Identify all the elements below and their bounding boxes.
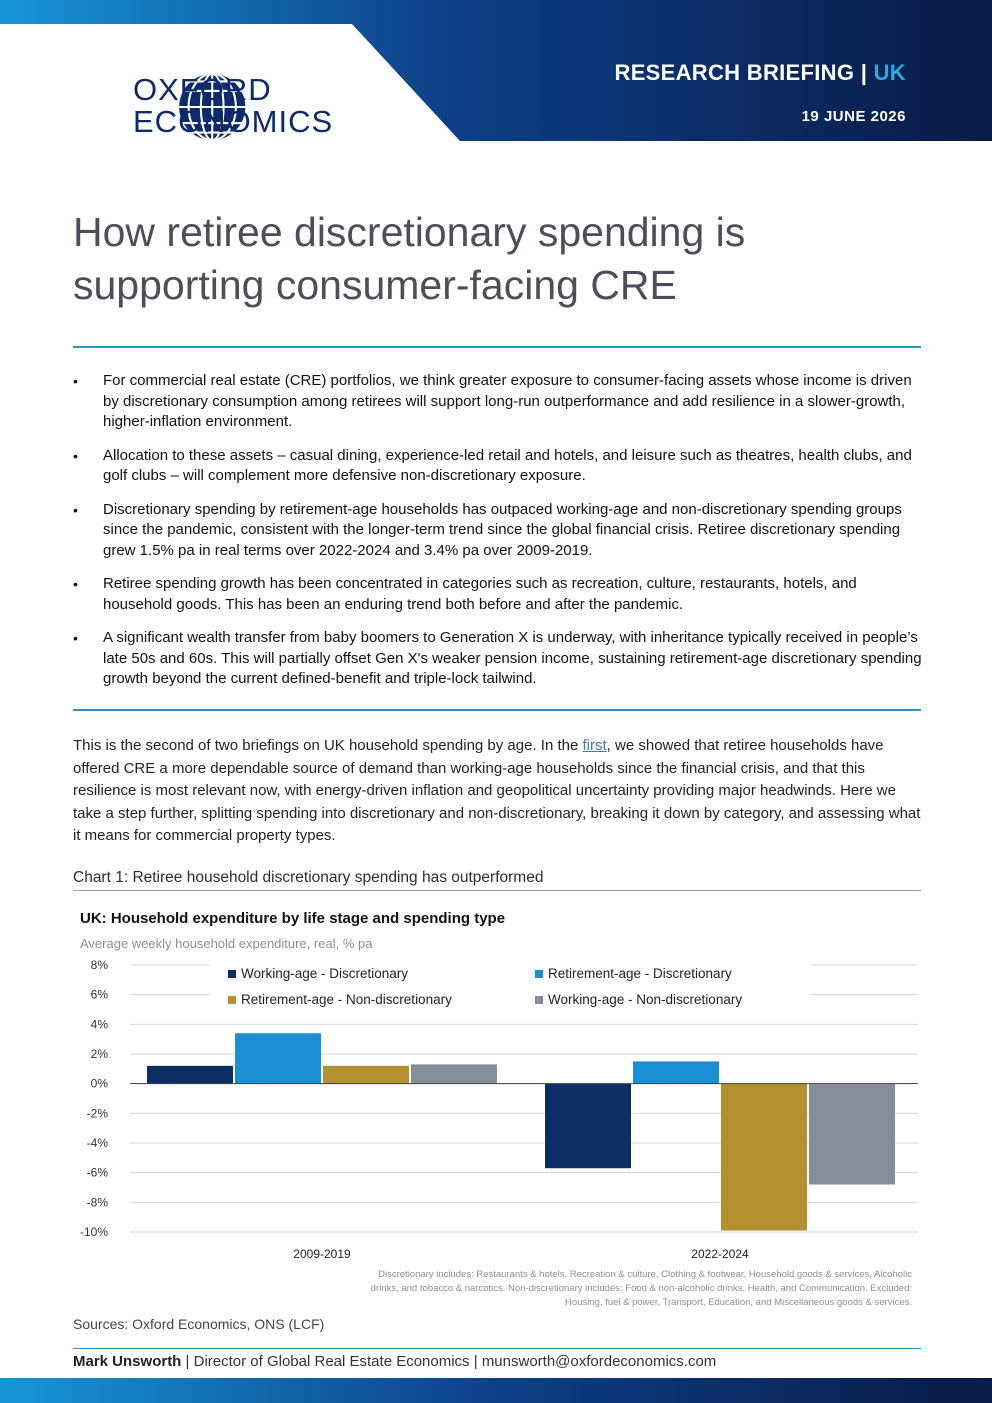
x-category-label: 2022-2024 <box>691 1247 749 1261</box>
oxford-economics-logo-globe <box>179 73 246 141</box>
legend-label: Retirement-age - Discretionary <box>548 966 732 981</box>
bar <box>147 1065 233 1084</box>
legend-label: Working-age - Discretionary <box>241 966 408 981</box>
y-tick-label: -4% <box>87 1136 109 1150</box>
legend-background <box>210 962 810 1018</box>
y-tick-label: 8% <box>91 958 109 972</box>
legend-swatch <box>228 996 236 1004</box>
bar <box>721 1083 807 1231</box>
legend-label: Working-age - Non-discretionary <box>548 992 742 1007</box>
bar <box>809 1083 895 1185</box>
key-point: Allocation to these assets – casual dini… <box>73 446 923 487</box>
author-separator: | <box>473 1353 478 1370</box>
divider-bottom <box>73 709 921 711</box>
y-tick-label: -6% <box>87 1166 109 1180</box>
chart-caption-rule <box>73 890 921 891</box>
y-tick-label: -10% <box>80 1225 108 1239</box>
y-tick-label: 4% <box>91 1017 109 1031</box>
author-name: Mark Unsworth <box>73 1353 182 1370</box>
y-tick-label: 0% <box>91 1077 109 1091</box>
intro-text-end: , we showed that retiree households have… <box>73 737 921 844</box>
logo-wordmark: OXFORD ECONOMICS <box>133 74 333 138</box>
first-briefing-link[interactable]: first <box>582 737 607 754</box>
briefing-region: UK <box>873 60 906 85</box>
y-tick-label: -8% <box>87 1195 109 1209</box>
briefing-label: RESEARCH BRIEFING | UK <box>615 60 907 86</box>
briefing-type: RESEARCH BRIEFING <box>614 60 855 85</box>
bar <box>545 1083 631 1169</box>
logo-line-2: ECONOMICS <box>133 104 334 139</box>
y-tick-label: 6% <box>91 988 109 1002</box>
footer-band <box>0 1378 992 1403</box>
key-point: For commercial real estate (CRE) portfol… <box>73 371 923 433</box>
bar <box>633 1061 719 1084</box>
briefing-separator: | <box>860 60 868 85</box>
author-role: Director of Global Real Estate Economics <box>193 1353 470 1370</box>
key-point: Discretionary spending by retirement-age… <box>73 500 923 562</box>
legend-swatch <box>228 970 236 978</box>
footer-rule <box>73 1348 921 1349</box>
key-points-list: For commercial real estate (CRE) portfol… <box>73 371 923 703</box>
divider-top <box>73 346 921 348</box>
x-category-label: 2009-2019 <box>293 1247 351 1261</box>
bar <box>411 1064 497 1084</box>
bar-chart: 8% 6% 4% 2% 0% -2% -4% -6% -8% -10% 2009-2019 2022-… <box>80 958 918 1261</box>
key-point: Retiree spending growth has been concent… <box>73 574 923 615</box>
key-point: A significant wealth transfer from baby … <box>73 628 923 690</box>
legend-label: Retirement-age - Non-discretionary <box>241 992 452 1007</box>
logo-line-1: OXFORD <box>133 72 272 107</box>
chart-title: UK: Household expenditure by life stage … <box>80 910 506 927</box>
y-tick-label: 2% <box>91 1047 109 1061</box>
chart-note: Discretionary includes: Restaurants & ho… <box>370 1269 912 1308</box>
briefing-date: 19 JUNE 2026 <box>801 108 906 125</box>
sources-note: Sources: Oxford Economics, ONS (LCF) <box>73 1316 325 1332</box>
bar <box>323 1065 409 1084</box>
legend-swatch <box>535 970 543 978</box>
bar <box>235 1033 321 1084</box>
intro-text-start: This is the second of two briefings on U… <box>73 737 583 754</box>
intro-paragraph: This is the second of two briefings on U… <box>73 735 923 848</box>
author-line: Mark Unsworth | Director of Global Real … <box>73 1353 716 1370</box>
author-email[interactable]: munsworth@oxfordeconomics.com <box>481 1353 717 1370</box>
legend-swatch <box>535 996 543 1004</box>
chart-caption: Chart 1: Retiree household discretionary… <box>73 869 544 886</box>
author-separator: | <box>185 1353 190 1370</box>
y-tick-label: -2% <box>87 1106 109 1120</box>
chart-subtitle: Average weekly household expenditure, re… <box>80 936 373 951</box>
page-title: How retiree discretionary spending is su… <box>73 209 746 308</box>
